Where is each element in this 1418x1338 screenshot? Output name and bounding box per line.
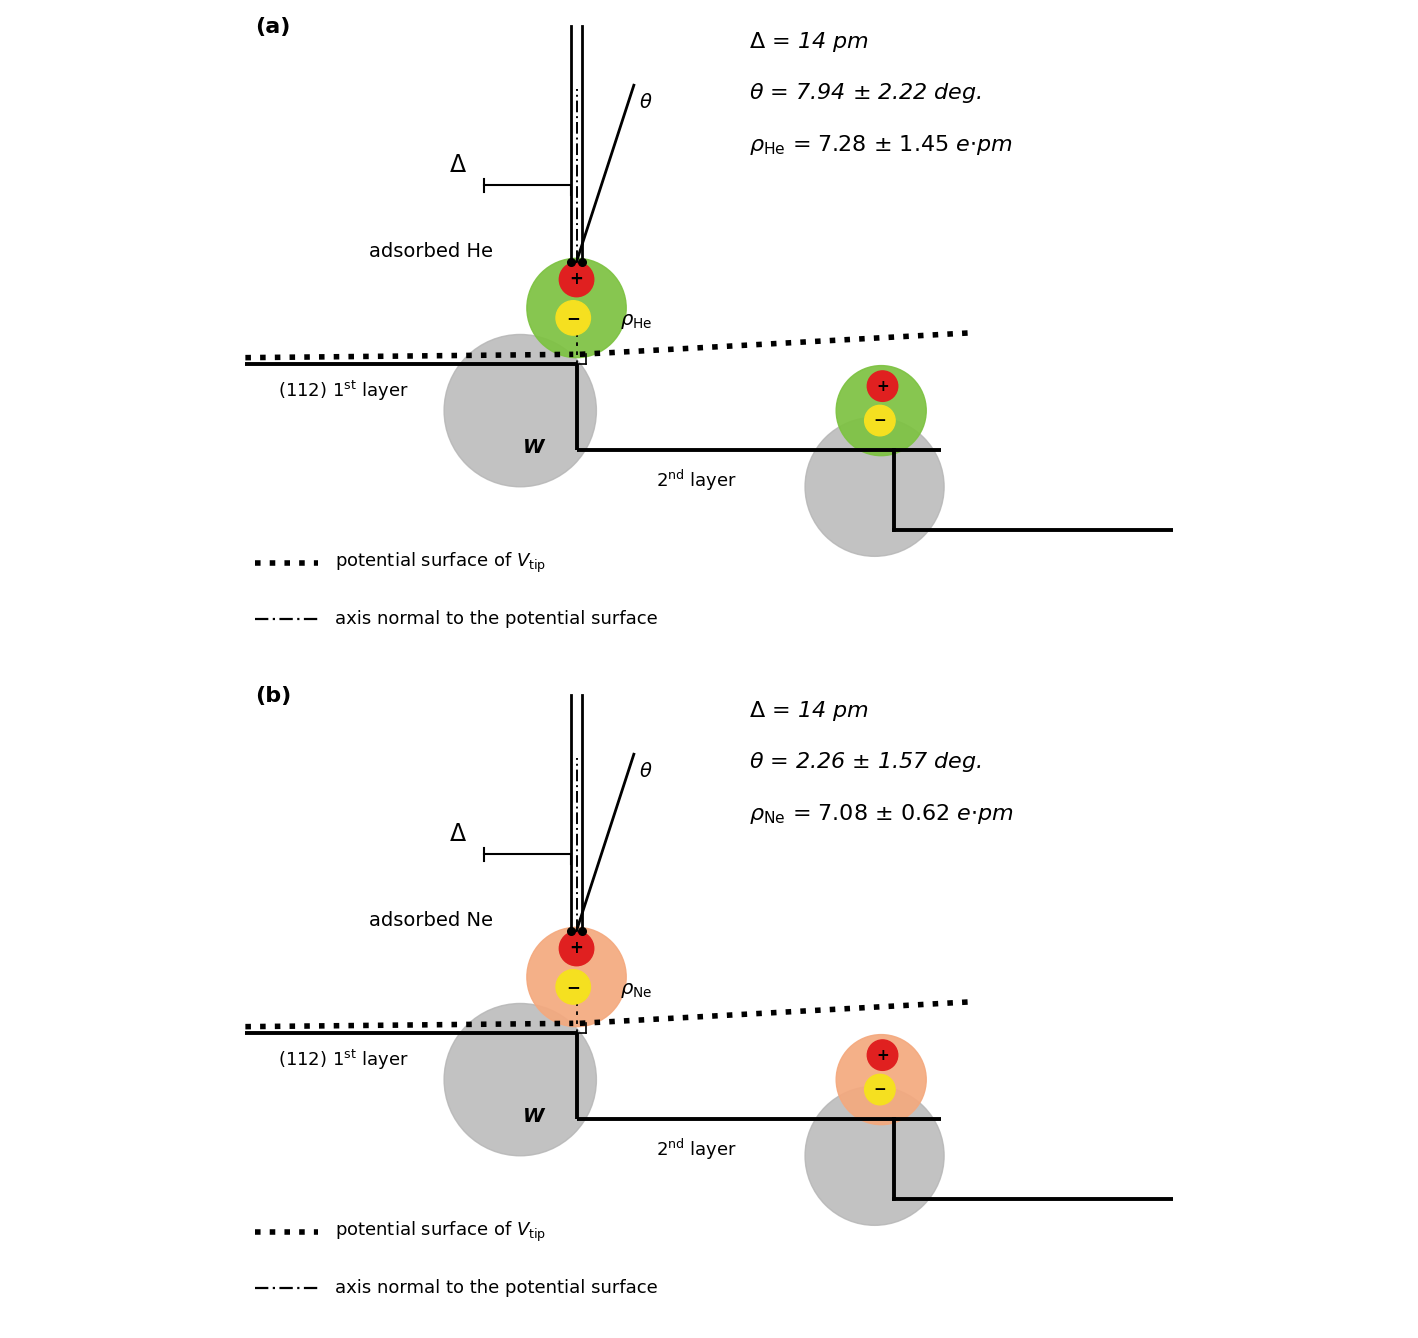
Circle shape: [805, 417, 944, 557]
Circle shape: [444, 1004, 597, 1156]
Text: $\rho_{\rm Ne}$: $\rho_{\rm Ne}$: [620, 981, 652, 999]
Text: −: −: [873, 1082, 886, 1097]
Circle shape: [556, 970, 590, 1004]
Text: $\it{\theta}$ = 2.26 $\pm$ 1.57 deg.: $\it{\theta}$ = 2.26 $\pm$ 1.57 deg.: [749, 751, 981, 775]
Circle shape: [837, 365, 926, 456]
Circle shape: [559, 931, 594, 966]
Circle shape: [527, 927, 627, 1026]
Text: +: +: [876, 379, 889, 393]
Text: (b): (b): [255, 685, 292, 705]
Circle shape: [868, 371, 898, 401]
Text: adsorbed He: adsorbed He: [369, 242, 493, 261]
Text: axis normal to the potential surface: axis normal to the potential surface: [335, 610, 658, 629]
Circle shape: [868, 1040, 898, 1070]
Text: $\it{\Delta}$: $\it{\Delta}$: [450, 154, 468, 178]
Text: potential surface of $V_{\rm tip}$: potential surface of $V_{\rm tip}$: [335, 551, 546, 575]
Text: $\it{\theta}$: $\it{\theta}$: [640, 763, 652, 781]
Text: (112) 1$^{\rm st}$ layer: (112) 1$^{\rm st}$ layer: [278, 1048, 410, 1072]
Text: W: W: [523, 438, 545, 456]
Text: adsorbed Ne: adsorbed Ne: [369, 911, 493, 930]
Circle shape: [556, 301, 590, 334]
Text: $\it{\Delta}$ = 14 pm: $\it{\Delta}$ = 14 pm: [749, 698, 868, 723]
Text: $\it{\theta}$: $\it{\theta}$: [640, 94, 652, 112]
Text: (a): (a): [255, 16, 291, 36]
Text: +: +: [876, 1048, 889, 1062]
Circle shape: [559, 262, 594, 297]
Text: +: +: [570, 270, 583, 289]
Text: (112) 1$^{\rm st}$ layer: (112) 1$^{\rm st}$ layer: [278, 379, 410, 403]
Circle shape: [805, 1086, 944, 1226]
Text: $\rho_{\rm Ne}$ = 7.08 $\pm$ 0.62 $\it{e}$$\cdot$$\it{pm}$: $\rho_{\rm Ne}$ = 7.08 $\pm$ 0.62 $\it{e…: [749, 801, 1014, 826]
Text: $\rho_{\rm He}$ = 7.28 $\pm$ 1.45 $\it{e}$$\cdot$$\it{pm}$: $\rho_{\rm He}$ = 7.28 $\pm$ 1.45 $\it{e…: [749, 132, 1012, 157]
Circle shape: [837, 1034, 926, 1125]
Text: $\it{\theta}$ = 7.94 $\pm$ 2.22 deg.: $\it{\theta}$ = 7.94 $\pm$ 2.22 deg.: [749, 82, 981, 106]
Text: −: −: [566, 309, 580, 326]
Text: −: −: [873, 413, 886, 428]
Circle shape: [865, 405, 895, 436]
Text: W: W: [523, 1107, 545, 1125]
Text: potential surface of $V_{\rm tip}$: potential surface of $V_{\rm tip}$: [335, 1220, 546, 1244]
Text: $\rho_{\rm He}$: $\rho_{\rm He}$: [620, 312, 652, 330]
Text: axis normal to the potential surface: axis normal to the potential surface: [335, 1279, 658, 1298]
Circle shape: [865, 1074, 895, 1105]
Text: $\it{\Delta}$ = 14 pm: $\it{\Delta}$ = 14 pm: [749, 29, 868, 54]
Text: −: −: [566, 978, 580, 995]
Circle shape: [444, 334, 597, 487]
Text: +: +: [570, 939, 583, 958]
Text: 2$^{\rm nd}$ layer: 2$^{\rm nd}$ layer: [657, 467, 737, 492]
Circle shape: [527, 258, 627, 357]
Text: $\it{\Delta}$: $\it{\Delta}$: [450, 823, 468, 847]
Text: 2$^{\rm nd}$ layer: 2$^{\rm nd}$ layer: [657, 1136, 737, 1161]
